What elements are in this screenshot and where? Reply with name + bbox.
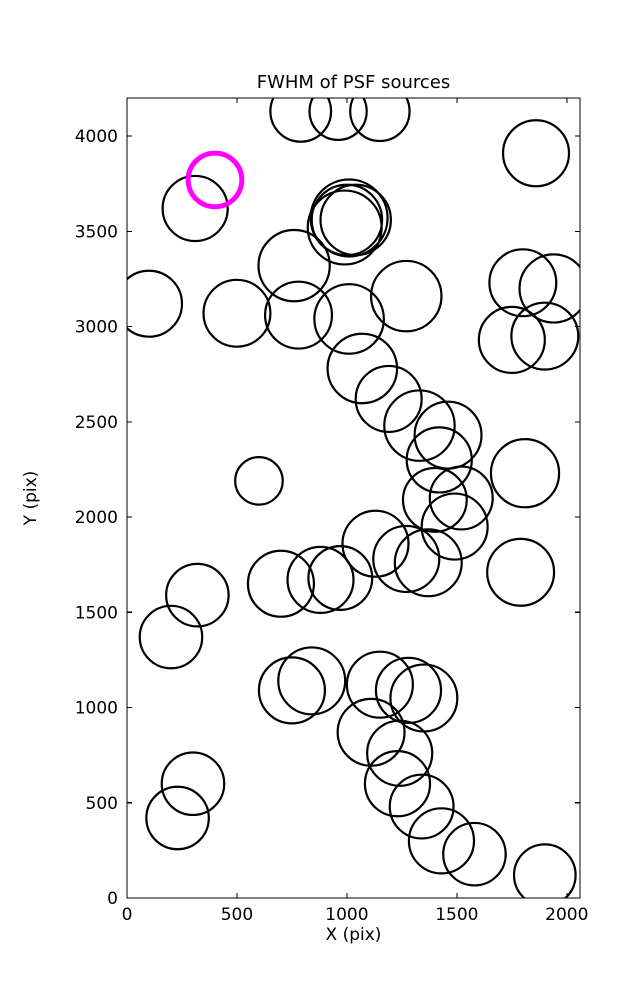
- y-tick-label: 1000: [75, 699, 118, 719]
- psf-source-circle: [363, 750, 432, 818]
- psf-source-circle: [489, 438, 561, 509]
- psf-source-circle: [269, 98, 333, 143]
- psf-source-circle: [336, 697, 406, 767]
- psf-source-circle: [309, 178, 389, 258]
- psf-source-circle: [246, 549, 316, 618]
- psf-source-circle: [370, 259, 443, 333]
- page-title: FWHM of PSF sources: [257, 72, 451, 93]
- y-tick-label: 3500: [75, 222, 118, 242]
- psf-source-circle: [307, 545, 374, 611]
- x-tick-label: 1500: [435, 905, 478, 925]
- psf-source-circle: [313, 283, 385, 355]
- x-tick-label: 1000: [325, 905, 368, 925]
- psf-source-circle: [165, 562, 230, 628]
- psf-source-circle: [308, 98, 368, 142]
- y-tick-label: 2500: [75, 413, 118, 433]
- highlighted-source-circle: [185, 150, 245, 210]
- psf-source-circle: [366, 719, 434, 787]
- psf-source-circle: [510, 301, 580, 371]
- plot-title-group: FWHM of PSF sources: [257, 72, 451, 93]
- psf-source-circle: [319, 183, 392, 257]
- x-axis-ticks: 0 500 1000 1500 2000: [122, 98, 588, 925]
- psf-source-circle: [518, 253, 580, 324]
- psf-source-circle: [345, 650, 414, 719]
- y-tick-label: 1500: [75, 603, 118, 623]
- psf-source-circle: [388, 773, 455, 840]
- x-tick-label: 0: [122, 905, 133, 925]
- psf-source-circle: [306, 189, 383, 266]
- y-axis-label: Y (pix): [21, 471, 41, 527]
- psf-source-circle: [127, 269, 184, 338]
- psf-source-circle: [202, 278, 272, 348]
- psf-source-circle: [354, 364, 423, 434]
- psf-source-circle: [420, 492, 489, 561]
- psf-source-circle: [501, 119, 571, 188]
- psf-source-circle: [257, 656, 327, 725]
- psf-source-circle: [277, 646, 347, 716]
- psf-source-circle: [401, 466, 468, 533]
- psf-source-circle: [512, 843, 577, 898]
- psf-source-circle: [486, 537, 556, 607]
- psf-source-circle: [138, 604, 204, 670]
- psf-source-circle: [263, 280, 334, 350]
- plot-frame: [126, 97, 581, 899]
- y-tick-label: 0: [107, 889, 118, 909]
- psf-source-circle: [428, 465, 494, 531]
- x-axis-label: X (pix): [326, 925, 382, 945]
- psf-source-circle: [393, 528, 463, 598]
- psf-source-circle: [407, 807, 476, 875]
- psf-source-circle: [349, 98, 411, 143]
- psf-source-circle: [257, 228, 331, 303]
- psf-source-circle: [477, 305, 546, 374]
- psf-source-circle: [341, 509, 410, 578]
- psf-source-circle: [160, 751, 226, 817]
- x-tick-label: 2000: [545, 905, 588, 925]
- psf-source-circle: [286, 545, 355, 614]
- psf-source-circle: [326, 332, 399, 405]
- psf-source-circle: [488, 248, 558, 318]
- y-tick-label: 3000: [75, 318, 118, 338]
- psf-source-circle: [405, 426, 473, 494]
- psf-source-circle: [383, 389, 456, 462]
- psf-source-circle: [372, 524, 441, 594]
- psf-source-circle: [234, 456, 284, 506]
- y-tick-label: 500: [86, 794, 118, 814]
- axes-frame: [126, 97, 581, 899]
- y-tick-label: 2000: [75, 508, 118, 528]
- psf-source-circle: [161, 174, 229, 243]
- psf-source-circle: [145, 785, 210, 851]
- y-axis-ticks: 0 500 1000 1500 2000 2500 3000 3500 4000: [75, 127, 580, 909]
- psf-source-circle: [442, 821, 507, 887]
- y-tick-label: 4000: [75, 127, 118, 147]
- data-points-layer: [127, 98, 580, 898]
- x-tick-label: 500: [221, 905, 253, 925]
